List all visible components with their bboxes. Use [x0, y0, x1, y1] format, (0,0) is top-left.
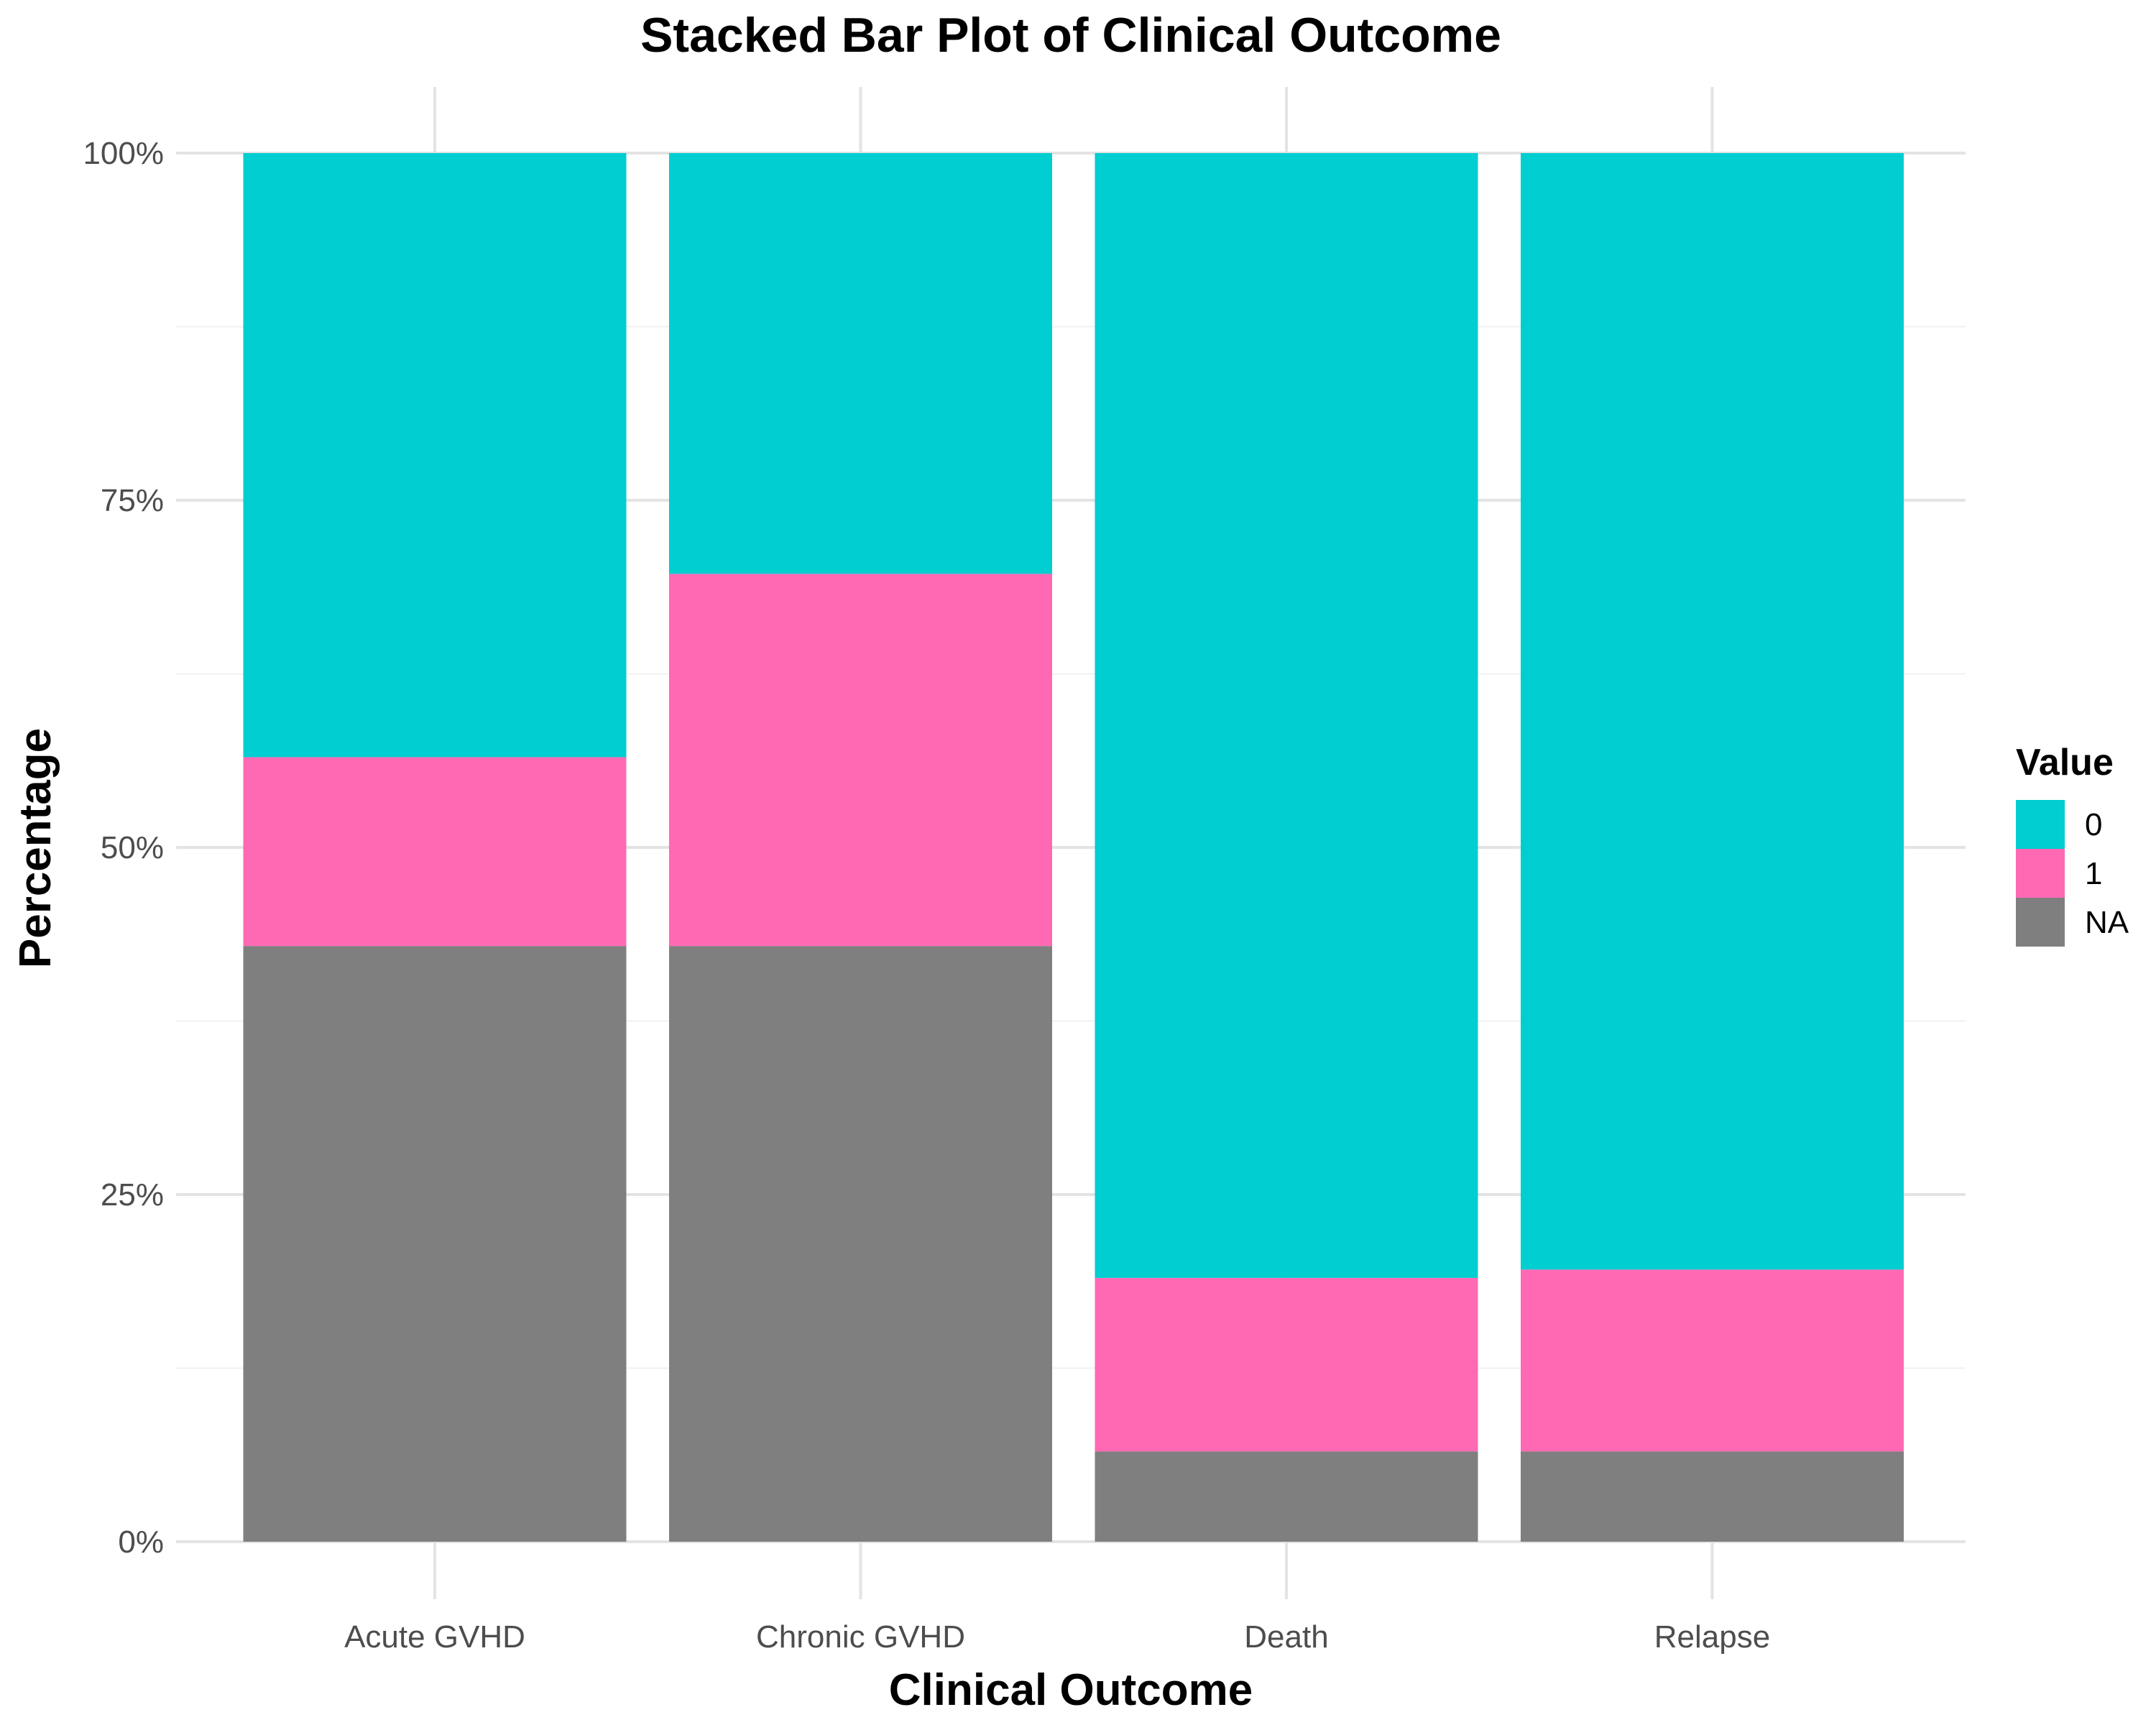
bars — [243, 153, 1904, 1542]
legend-label-na: NA — [2085, 905, 2129, 940]
legend-key-1 — [2016, 849, 2065, 898]
bar-segment-death-1 — [1095, 1277, 1478, 1452]
bar-segment-chronic-gvhd-0 — [669, 153, 1052, 574]
bar-segment-acute-gvhd-na — [243, 946, 627, 1542]
x-tick-label: Relapse — [1654, 1619, 1770, 1655]
y-tick-label: 25% — [101, 1177, 164, 1213]
legend-key-0 — [2016, 800, 2065, 849]
bar-segment-death-0 — [1095, 153, 1478, 1278]
y-tick-label: 50% — [101, 830, 164, 865]
x-tick-label: Death — [1244, 1619, 1328, 1655]
bar-segment-relapse-na — [1521, 1451, 1904, 1542]
legend: Value 0 1 NA — [2016, 742, 2129, 947]
y-tick-label: 0% — [118, 1524, 164, 1560]
x-tick-label: Acute GVHD — [344, 1619, 525, 1655]
x-axis-ticks: Acute GVHD Chronic GVHD Death Relapse — [344, 1619, 1770, 1655]
y-axis-ticks: 0% 25% 50% 75% 100% — [83, 136, 164, 1560]
legend-key-na — [2016, 898, 2065, 947]
bar-segment-relapse-0 — [1521, 153, 1904, 1270]
y-tick-label: 75% — [101, 483, 164, 518]
bar-segment-acute-gvhd-1 — [243, 757, 627, 947]
chart-title: Stacked Bar Plot of Clinical Outcome — [640, 8, 1501, 63]
x-tick-label: Chronic GVHD — [756, 1619, 965, 1655]
bar-segment-acute-gvhd-0 — [243, 153, 627, 758]
bar-segment-chronic-gvhd-1 — [669, 574, 1052, 947]
bar-segment-chronic-gvhd-na — [669, 946, 1052, 1542]
y-tick-label: 100% — [83, 136, 164, 171]
legend-label-0: 0 — [2085, 807, 2102, 842]
legend-label-1: 1 — [2085, 856, 2102, 891]
bar-segment-relapse-1 — [1521, 1269, 1904, 1452]
y-axis-title: Percentage — [11, 728, 60, 968]
bar-segment-death-na — [1095, 1451, 1478, 1542]
legend-title: Value — [2016, 742, 2114, 783]
x-axis-title: Clinical Outcome — [889, 1665, 1253, 1715]
